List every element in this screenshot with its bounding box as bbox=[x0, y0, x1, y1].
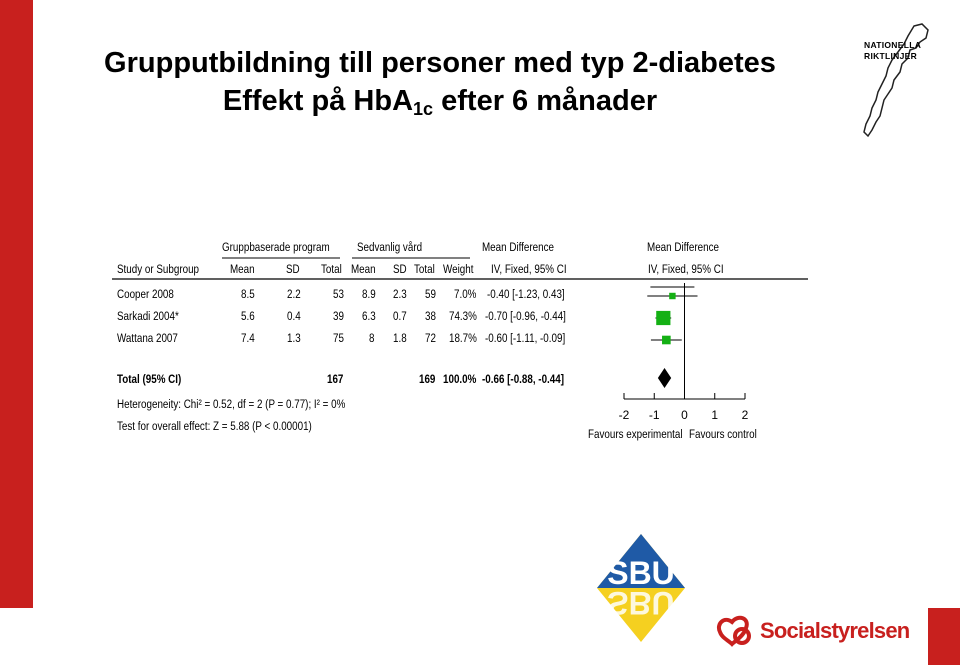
ci-text: -0.70 [-0.96, -0.44] bbox=[485, 310, 566, 323]
total-weight: 100.0% bbox=[443, 373, 477, 386]
exp-total: 75 bbox=[333, 332, 344, 345]
exp-mean: 5.6 bbox=[241, 310, 255, 323]
ctl-mean: 8.9 bbox=[362, 288, 376, 301]
study-row-cooper: Cooper 2008 8.5 2.2 53 8.9 2.3 59 7.0% -… bbox=[117, 288, 565, 301]
overall-effect-text: Test for overall effect: Z = 5.88 (P < 0… bbox=[117, 420, 312, 433]
socialstyrelsen-logo bbox=[717, 615, 751, 647]
ctl-sd: 0.7 bbox=[393, 310, 407, 323]
total-label: Total (95% CI) bbox=[117, 373, 182, 386]
weight: 7.0% bbox=[454, 288, 477, 301]
total-diamond bbox=[657, 368, 672, 388]
ctl-total: 38 bbox=[425, 310, 436, 323]
total-ci: -0.66 [-0.88, -0.44] bbox=[482, 373, 564, 386]
exp-sd: 1.3 bbox=[287, 332, 301, 345]
slide-title-line-1: Grupputbildning till personer med typ 2-… bbox=[104, 47, 776, 79]
col-ctl-mean: Mean bbox=[351, 263, 376, 276]
x-tick-label: 1 bbox=[711, 408, 718, 422]
header-experimental: Gruppbaserade program bbox=[222, 241, 330, 254]
sweden-map-logo bbox=[863, 23, 929, 138]
study-marker bbox=[656, 310, 671, 326]
x-tick-label: -1 bbox=[649, 408, 660, 422]
weight: 74.3% bbox=[449, 310, 477, 323]
total-ctl: 169 bbox=[419, 373, 435, 386]
col-weight: Weight bbox=[443, 263, 473, 276]
study-name: Wattana 2007 bbox=[117, 332, 178, 345]
socialstyrelsen-logo-text: Socialstyrelsen bbox=[760, 618, 910, 643]
ctl-total: 59 bbox=[425, 288, 436, 301]
col-study: Study or Subgroup bbox=[117, 263, 199, 276]
header-md-right: Mean Difference bbox=[647, 241, 719, 254]
favours-experimental-label: Favours experimental bbox=[588, 428, 683, 441]
sbu-logo: SBU SBU bbox=[597, 534, 685, 642]
study-marker bbox=[662, 335, 671, 345]
exp-mean: 8.5 bbox=[241, 288, 255, 301]
ci-text: -0.60 [-1.11, -0.09] bbox=[485, 332, 565, 345]
slide-title-line-2: Effekt på HbA1c efter 6 månader bbox=[222, 85, 658, 119]
col-ci-left: IV, Fixed, 95% CI bbox=[491, 263, 567, 276]
study-name: Cooper 2008 bbox=[117, 288, 174, 301]
exp-total: 39 bbox=[333, 310, 344, 323]
ctl-total: 72 bbox=[425, 332, 436, 345]
exp-total: 53 bbox=[333, 288, 344, 301]
exp-sd: 2.2 bbox=[287, 288, 301, 301]
total-row: Total (95% CI) 167 169 100.0% -0.66 [-0.… bbox=[117, 373, 564, 386]
col-exp-sd: SD bbox=[286, 263, 300, 276]
ctl-mean: 8 bbox=[369, 332, 374, 345]
weight: 18.7% bbox=[449, 332, 477, 345]
ctl-mean: 6.3 bbox=[362, 310, 376, 323]
left-brand-bar bbox=[0, 0, 33, 608]
col-ctl-total: Total bbox=[414, 263, 435, 276]
study-name: Sarkadi 2004* bbox=[117, 310, 179, 323]
header-control: Sedvanlig vård bbox=[357, 241, 422, 254]
favours-control-label: Favours control bbox=[689, 428, 757, 441]
plot-area: -2 -1 0 1 2 bbox=[619, 283, 749, 422]
col-exp-total: Total bbox=[321, 263, 342, 276]
ctl-sd: 2.3 bbox=[393, 288, 407, 301]
x-tick-label: -2 bbox=[619, 408, 630, 422]
x-tick-label: 2 bbox=[742, 408, 749, 422]
col-exp-mean: Mean bbox=[230, 263, 255, 276]
sbu-logo-text: SBU bbox=[607, 555, 675, 591]
header-md-left: Mean Difference bbox=[482, 241, 554, 254]
exp-mean: 7.4 bbox=[241, 332, 255, 345]
total-exp: 167 bbox=[327, 373, 343, 386]
study-row-wattana: Wattana 2007 7.4 1.3 75 8 1.8 72 18.7% -… bbox=[117, 332, 565, 345]
svg-text:SBU: SBU bbox=[607, 585, 675, 621]
right-brand-bar bbox=[928, 608, 960, 665]
ctl-sd: 1.8 bbox=[393, 332, 407, 345]
col-ctl-sd: SD bbox=[393, 263, 407, 276]
heterogeneity-text: Heterogeneity: Chi² = 0.52, df = 2 (P = … bbox=[117, 398, 346, 411]
study-marker bbox=[669, 292, 676, 300]
study-row-sarkadi: Sarkadi 2004* 5.6 0.4 39 6.3 0.7 38 74.3… bbox=[117, 310, 566, 323]
x-tick-label: 0 bbox=[681, 408, 688, 422]
nationella-riktlinjer-logo-text: NATIONELLA RIKTLINJER bbox=[864, 40, 922, 61]
col-ci-right: IV, Fixed, 95% CI bbox=[648, 263, 724, 276]
ci-text: -0.40 [-1.23, 0.43] bbox=[487, 288, 565, 301]
exp-sd: 0.4 bbox=[287, 310, 301, 323]
